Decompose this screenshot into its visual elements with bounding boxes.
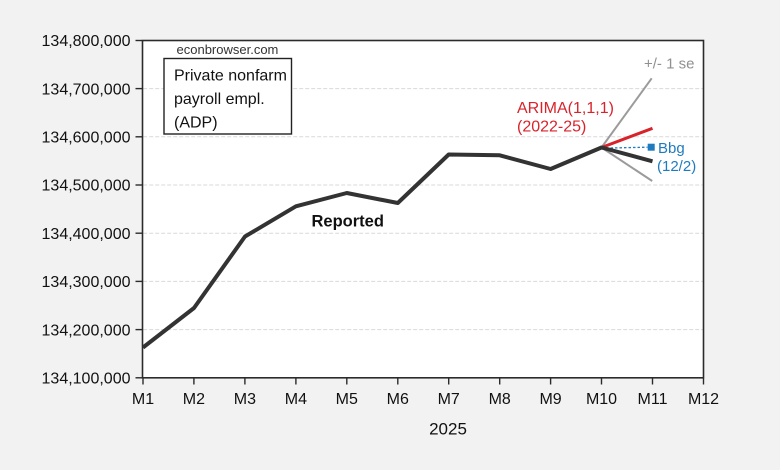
svg-text:payroll empl.: payroll empl. <box>174 91 265 108</box>
svg-text:M3: M3 <box>234 391 256 408</box>
svg-text:M7: M7 <box>438 391 460 408</box>
svg-text:M5: M5 <box>336 391 358 408</box>
svg-text:econbrowser.com: econbrowser.com <box>177 42 279 57</box>
svg-text:134,100,000: 134,100,000 <box>42 371 131 388</box>
svg-text:M10: M10 <box>586 391 617 408</box>
svg-text:M12: M12 <box>688 391 719 408</box>
svg-text:134,200,000: 134,200,000 <box>42 322 131 339</box>
svg-text:+/- 1 se: +/- 1 se <box>644 56 694 73</box>
svg-text:M11: M11 <box>638 391 668 408</box>
svg-text:M8: M8 <box>489 391 511 408</box>
svg-text:134,700,000: 134,700,000 <box>42 81 131 98</box>
svg-text:2025: 2025 <box>429 420 467 439</box>
svg-text:134,500,000: 134,500,000 <box>42 178 131 195</box>
svg-text:M9: M9 <box>539 391 561 408</box>
svg-text:(ADP): (ADP) <box>174 114 218 131</box>
svg-text:M1: M1 <box>132 391 154 408</box>
svg-text:Bbg: Bbg <box>658 140 685 157</box>
svg-text:(12/2): (12/2) <box>657 158 696 175</box>
svg-text:134,600,000: 134,600,000 <box>42 130 131 147</box>
svg-text:Reported: Reported <box>312 212 384 230</box>
svg-text:M6: M6 <box>387 391 409 408</box>
svg-text:(2022-25): (2022-25) <box>517 119 586 136</box>
svg-text:134,800,000: 134,800,000 <box>42 33 131 50</box>
svg-text:134,400,000: 134,400,000 <box>42 226 131 243</box>
svg-text:Private nonfarm: Private nonfarm <box>174 67 287 84</box>
svg-text:M2: M2 <box>183 391 205 408</box>
svg-text:134,300,000: 134,300,000 <box>42 274 131 291</box>
svg-text:M4: M4 <box>285 391 307 408</box>
svg-text:ARIMA(1,1,1): ARIMA(1,1,1) <box>517 100 614 117</box>
